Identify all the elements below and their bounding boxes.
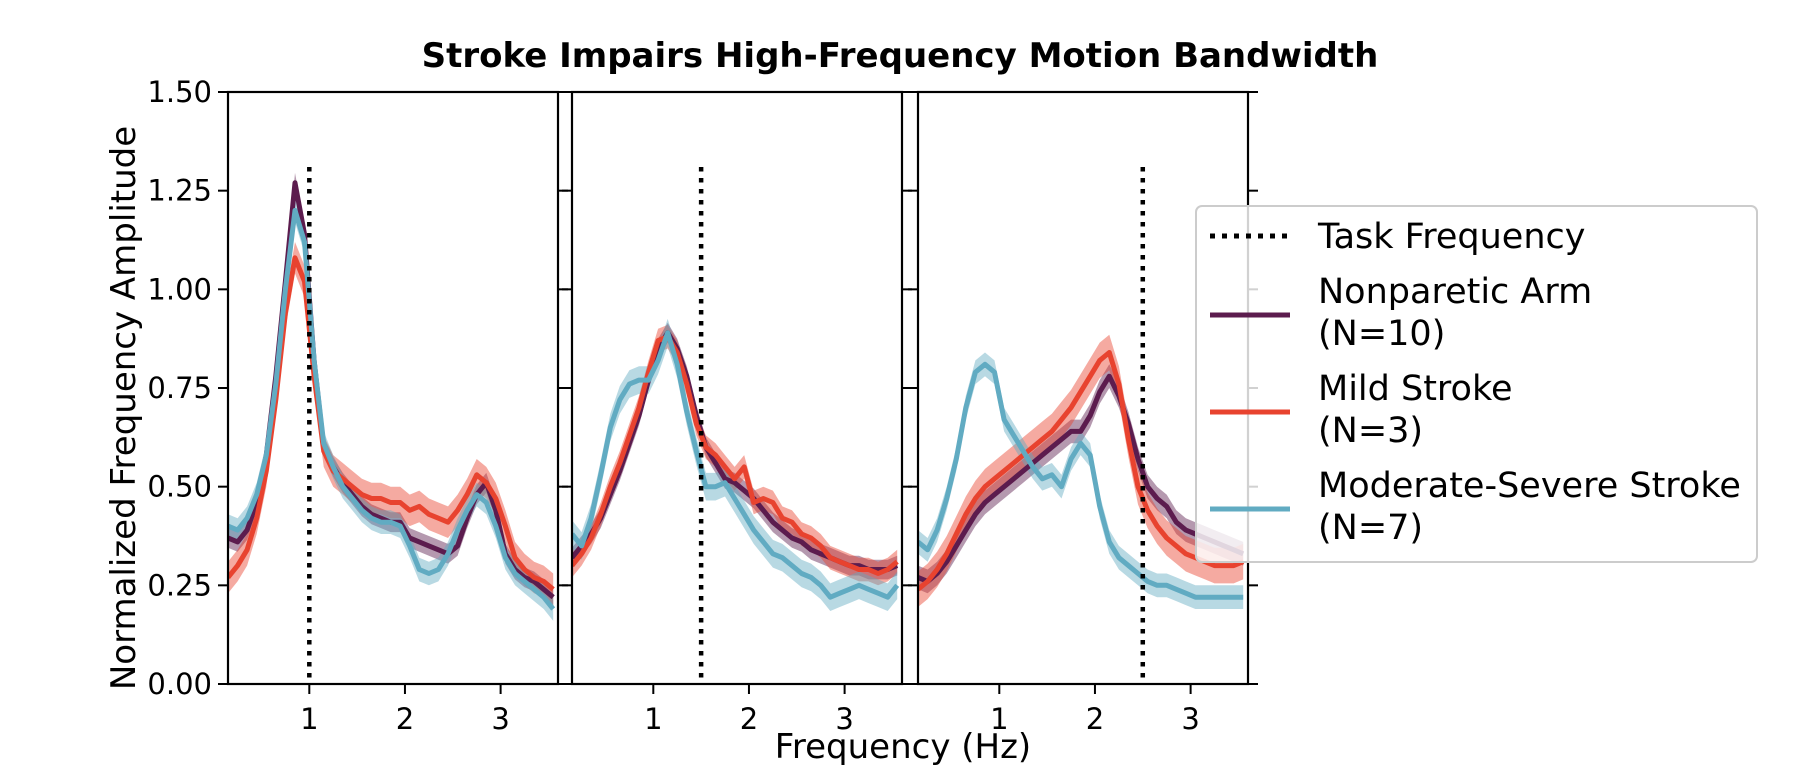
panel-2: 1 2 3 — [562, 90, 912, 736]
band-series-2 — [918, 334, 1244, 607]
line-series-3 — [572, 330, 900, 600]
line-series-3 — [228, 207, 556, 611]
legend-box — [1195, 205, 1758, 563]
y-tick-label: 0.00 — [147, 667, 212, 701]
line-series-1 — [918, 373, 1245, 584]
y-tick-label: 0.50 — [147, 470, 212, 504]
panel-plot-area — [572, 166, 900, 684]
panel-plot-area — [918, 166, 1245, 684]
y-tick-label: 0.25 — [147, 568, 212, 602]
line-series-2 — [572, 334, 899, 576]
panel-plot-area — [228, 166, 556, 684]
legend-sublabel-3: (N=3) — [1318, 411, 1423, 451]
legend-label-1: Task Frequency — [1317, 217, 1585, 257]
legend-sublabel-4: (N=7) — [1318, 508, 1423, 548]
y-axis-label: Normalized Frequency Amplitude — [104, 126, 144, 690]
x-tick-label: 1 — [300, 702, 318, 736]
x-tick-label: 1 — [644, 702, 662, 736]
y-tick-label: 1.00 — [147, 272, 212, 306]
x-tick-label: 3 — [491, 702, 509, 736]
legend-label-3: Mild Stroke — [1318, 369, 1513, 409]
band-series-2 — [572, 324, 898, 586]
y-tick-label: 0.75 — [147, 371, 212, 405]
panel-3: 1 2 3 — [908, 90, 1258, 736]
legend: Task Frequency Nonparetic Arm(N=10) Mild S… — [1195, 205, 1758, 563]
legend-label-2: Nonparetic Arm — [1318, 272, 1592, 312]
x-tick-label: 1 — [990, 702, 1008, 736]
legend-sublabel-2: (N=10) — [1318, 314, 1445, 354]
panels: 0.00 0.25 0.50 0.75 1.00 1.25 1.50 1 2 3 1 2 3 1 2 3 — [147, 75, 1258, 736]
x-tick-label: 2 — [396, 702, 414, 736]
line-series-2 — [918, 350, 1245, 592]
x-tick-label: 3 — [835, 702, 853, 736]
y-tick-label: 1.50 — [147, 75, 212, 109]
line-series-3 — [918, 361, 1244, 600]
panel-1: 0.00 0.25 0.50 0.75 1.00 1.25 1.50 1 2 3 — [147, 75, 568, 736]
y-tick-label: 1.25 — [147, 174, 212, 208]
chart-title: Stroke Impairs High-Frequency Motion Ban… — [422, 36, 1379, 76]
x-tick-label: 2 — [740, 702, 758, 736]
band-series-3 — [572, 318, 898, 611]
x-tick-label: 3 — [1181, 702, 1199, 736]
x-axis-label: Frequency (Hz) — [775, 727, 1031, 765]
x-tick-label: 2 — [1086, 702, 1104, 736]
legend-label-4: Moderate-Severe Stroke — [1318, 466, 1741, 506]
